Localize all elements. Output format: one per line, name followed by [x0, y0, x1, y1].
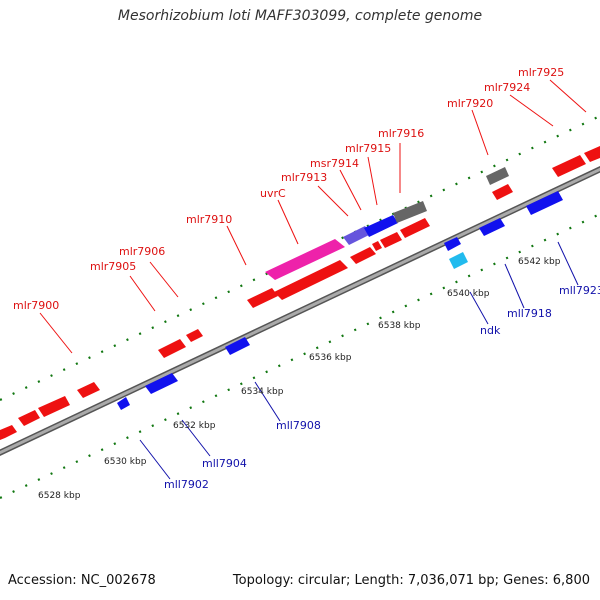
gene-mlr7903[interactable]: [77, 382, 100, 398]
gene-label-mll7923[interactable]: mll7923: [559, 284, 600, 297]
kbp-label: 6538 kbp: [378, 321, 421, 331]
gene-ndk[interactable]: [444, 237, 461, 251]
kbp-label: 6530 kbp: [104, 457, 147, 467]
gene-mlr7900[interactable]: [0, 425, 17, 440]
gene-label-mll7908[interactable]: mll7908: [276, 419, 321, 432]
gene-label-mlr7916[interactable]: mlr7916: [378, 127, 424, 140]
gene-label-mlr7913[interactable]: mlr7913: [281, 171, 327, 184]
gene-mll7918[interactable]: [479, 218, 505, 236]
gene-msr7914[interactable]: [364, 215, 398, 237]
kbp-label: 6532 kbp: [173, 421, 216, 431]
gene-mlr7902[interactable]: [38, 396, 70, 417]
page-title: Mesorhizobium loti MAFF303099, complete …: [117, 8, 483, 24]
gene-mlr7906[interactable]: [186, 329, 203, 342]
gene-mlr7925[interactable]: [584, 146, 600, 162]
gene-mlr7921[interactable]: [492, 184, 513, 200]
kbp-label: 6542 kbp: [518, 257, 561, 267]
gene-uvrC[interactable]: [265, 239, 345, 280]
gene-mlr7920[interactable]: [486, 167, 509, 185]
gene-label-mlr7910[interactable]: mlr7910: [186, 213, 232, 226]
kbp-label: 6536 kbp: [309, 353, 352, 363]
kbp-label: 6534 kbp: [241, 387, 284, 397]
gene-label-mlr7906[interactable]: mlr7906: [119, 245, 165, 258]
gene-mll7904[interactable]: [145, 373, 178, 394]
genome-summary-text: Topology: circular; Length: 7,036,071 bp…: [232, 573, 590, 588]
gene-grey-7916[interactable]: [393, 201, 427, 223]
gene-label-msr7914[interactable]: msr7914: [310, 157, 359, 170]
gene-mlr7917[interactable]: [400, 218, 430, 238]
gene-label-mlr7920[interactable]: mlr7920: [447, 97, 493, 110]
gene-mlr7911[interactable]: [274, 260, 348, 300]
gene-mll7923[interactable]: [526, 191, 563, 215]
kbp-label: 6540 kbp: [447, 289, 490, 299]
reverse-genes: [117, 191, 563, 410]
accession-text: Accession: NC_002678: [8, 573, 156, 588]
gene-label-mll7904[interactable]: mll7904: [202, 457, 247, 470]
forward-label-leaders: [39, 79, 587, 354]
gene-label-ndk[interactable]: ndk: [480, 324, 501, 337]
gene-mlr7915b[interactable]: [372, 241, 382, 251]
gene-mlr7905[interactable]: [158, 339, 186, 358]
gene-label-mlr7915[interactable]: mlr7915: [345, 142, 391, 155]
gene-label-mlr7905[interactable]: mlr7905: [90, 260, 136, 273]
gene-mlr7916[interactable]: [380, 232, 402, 248]
gene-cyan[interactable]: [449, 252, 468, 269]
gene-mlr7915[interactable]: [350, 247, 376, 264]
gene-mll7902[interactable]: [117, 397, 130, 410]
reverse-label-leaders: [139, 241, 579, 480]
gene-mlr7913[interactable]: [343, 226, 371, 245]
kbp-label: 6528 kbp: [38, 491, 81, 501]
gene-label-mll7918[interactable]: mll7918: [507, 307, 552, 320]
gene-mlr7924[interactable]: [552, 155, 586, 177]
gene-mlr7910[interactable]: [247, 288, 278, 308]
gene-label-mlr7925[interactable]: mlr7925: [518, 66, 564, 79]
gene-mlr7901[interactable]: [18, 410, 40, 426]
gene-label-mll7902[interactable]: mll7902: [164, 478, 209, 491]
gene-mll7908[interactable]: [225, 337, 250, 355]
gene-label-mlr7900[interactable]: mlr7900: [13, 299, 59, 312]
gene-label-mlr7924[interactable]: mlr7924: [484, 81, 530, 94]
forward-genes: [0, 146, 600, 440]
gene-label-uvrC[interactable]: uvrC: [260, 187, 286, 200]
